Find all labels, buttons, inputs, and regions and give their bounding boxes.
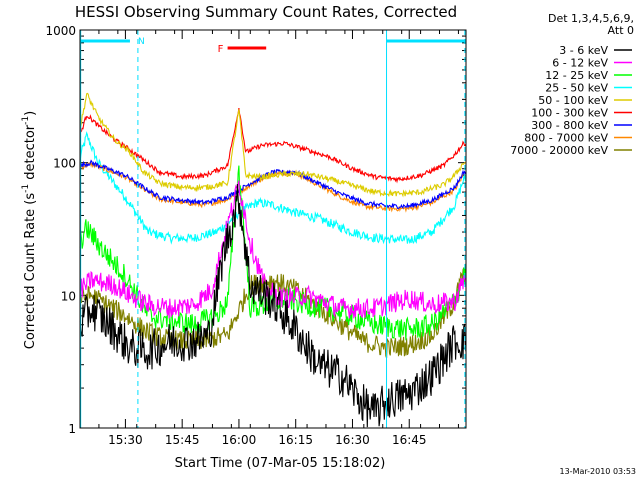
- y-axis-label-main: Corrected Count Rate (s: [23, 193, 38, 350]
- x-tick-label: 16:45: [392, 433, 427, 447]
- plot-area: NF: [79, 30, 467, 428]
- flare-flag-label: F: [218, 44, 224, 55]
- x-tick-label: 16:00: [222, 433, 257, 447]
- x-tick-label: 16:15: [278, 433, 313, 447]
- legend-label: 800 - 7000 keV: [524, 132, 608, 145]
- y-axis-label-mid: detector: [23, 124, 38, 184]
- legend-label: 3 - 6 keV: [559, 44, 608, 57]
- y-tick-label: 1000: [45, 24, 76, 38]
- legend-label: 6 - 12 keV: [552, 57, 608, 70]
- x-tick-label: 15:45: [165, 433, 200, 447]
- legend-label: 12 - 25 keV: [545, 69, 608, 82]
- series-line: [79, 159, 467, 210]
- y-tick-label: 1: [68, 422, 76, 436]
- legend-label: 50 - 100 keV: [538, 94, 608, 107]
- series-line: [79, 263, 467, 359]
- y-axis-label-sup1: -1: [21, 184, 31, 193]
- x-tick-label: 16:30: [335, 433, 370, 447]
- legend-header-line1: Det 1,3,4,5,6,9,: [548, 12, 634, 25]
- series-group: [79, 92, 467, 428]
- y-tick-label: 100: [53, 157, 76, 171]
- flag-bars: NF: [80, 37, 466, 55]
- x-axis-ticks: 15:30 15:45 16:00 16:15 16:30 16:45: [79, 30, 459, 447]
- legend-label: 100 - 300 keV: [531, 107, 608, 120]
- footer-timestamp: 13-Mar-2010 03:53: [560, 467, 637, 476]
- y-axis-label: Corrected Count Rate (s-1 detector-1): [21, 111, 38, 349]
- legend-label: 25 - 50 keV: [545, 82, 608, 95]
- y-axis-label-sup2: -1: [21, 116, 31, 125]
- legend-header-line2: Att 0: [608, 24, 634, 37]
- series-line: [79, 108, 467, 184]
- y-tick-label: 10: [61, 289, 76, 303]
- x-tick-label: 15:30: [108, 433, 143, 447]
- legend-label: 7000 - 20000 keV: [510, 144, 608, 157]
- series-line: [79, 183, 467, 428]
- legend-label: 300 - 800 keV: [531, 119, 608, 132]
- x-axis-label: Start Time (07-Mar-05 15:18:02): [175, 456, 386, 471]
- series-line: [79, 165, 467, 341]
- plot-frame: [79, 29, 467, 429]
- cyan-markers: [80, 30, 466, 428]
- y-axis-label-end: ): [23, 111, 38, 116]
- y-axis-ticks: 1 10 100 1000: [45, 24, 466, 436]
- series-line: [79, 92, 467, 198]
- series-line: [79, 131, 467, 245]
- night-flag-label: N: [138, 37, 145, 47]
- chart-title: HESSI Observing Summary Count Rates, Cor…: [75, 3, 457, 21]
